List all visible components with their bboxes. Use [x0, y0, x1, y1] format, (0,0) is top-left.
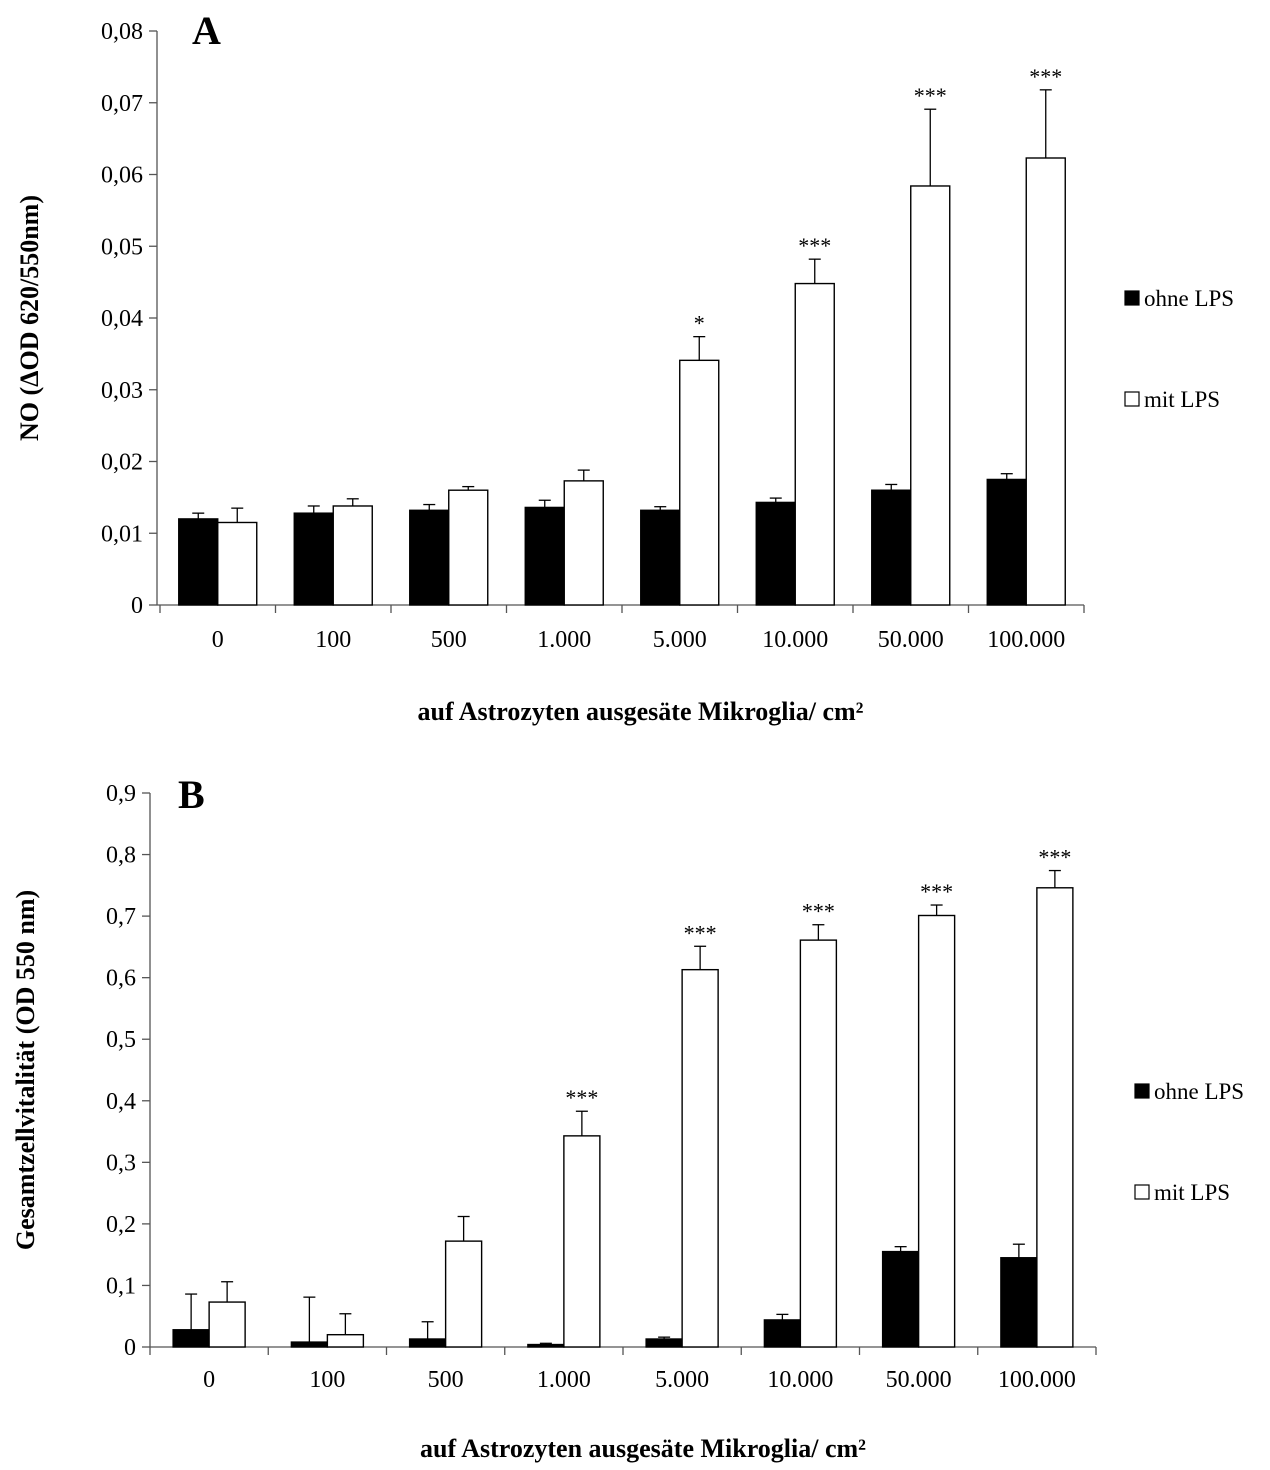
- x-tick-label: 500: [431, 627, 467, 653]
- legend-label-ohne-lps: ohne LPS: [1144, 286, 1234, 311]
- significance-marker: ***: [565, 1085, 598, 1110]
- bar-mit-lps: [679, 359, 720, 606]
- x-tick-label: 10.000: [767, 1367, 833, 1393]
- legend-swatch-ohne-lps: [1124, 290, 1140, 306]
- bar-mit-lps: [799, 939, 838, 1348]
- x-tick-label: 100: [309, 1367, 345, 1393]
- y-tick-label: 0,4: [106, 1089, 136, 1115]
- y-tick-label: 0,8: [106, 843, 136, 869]
- bar-ohne-lps: [763, 1319, 802, 1348]
- bar-ohne-lps: [527, 1343, 565, 1348]
- x-axis-title: auf Astrozyten ausgesäte Mikroglia/ cm²: [420, 1434, 866, 1463]
- bar-ohne-lps: [871, 489, 912, 606]
- x-tick-label: 0: [203, 1367, 215, 1393]
- chart-b-svg: 0 0,1 0,2 0,3 0,4 0,5 0,6 0,7 0,8 0,9 0 100 500 *** 1.…: [11, 772, 1244, 1463]
- bar-ohne-lps: [524, 506, 565, 606]
- significance-marker: ***: [684, 920, 717, 945]
- bar-ohne-lps: [178, 518, 219, 606]
- bar-mit-lps: [794, 282, 835, 606]
- bar-mit-lps: [326, 1333, 365, 1348]
- significance-marker: ***: [802, 899, 835, 924]
- y-tick-label: 0,08: [101, 19, 143, 45]
- y-tick-label: 0,3: [106, 1150, 136, 1176]
- y-tick-label: 0,6: [106, 966, 136, 992]
- significance-marker: *: [694, 311, 705, 336]
- y-tick-label: 0,03: [101, 378, 143, 404]
- bar-mit-lps: [910, 185, 951, 606]
- bar-ohne-lps: [293, 512, 334, 606]
- bar-mit-lps: [444, 1240, 483, 1348]
- y-tick-label: 0,9: [106, 781, 136, 807]
- y-tick-label: 0,02: [101, 450, 143, 476]
- panel-letter: A: [192, 8, 221, 53]
- x-tick-label: 50.000: [886, 1367, 952, 1393]
- legend-swatch-ohne-lps: [1134, 1083, 1150, 1099]
- bar-ohne-lps: [290, 1341, 329, 1348]
- x-tick-label: 500: [428, 1367, 464, 1393]
- x-tick-label: 100: [315, 627, 351, 653]
- chart-panel-b: 0 0,1 0,2 0,3 0,4 0,5 0,6 0,7 0,8 0,9 0 100 500 *** 1.…: [0, 735, 1270, 1470]
- bar-ohne-lps: [1000, 1257, 1038, 1348]
- bar-ohne-lps: [409, 509, 450, 606]
- bar-mit-lps: [1025, 157, 1066, 606]
- x-tick-label: 1.000: [537, 627, 591, 653]
- bar-ohne-lps: [645, 1338, 683, 1348]
- y-tick-label: 0,07: [101, 91, 143, 117]
- chart-a-svg: 0 0,01 0,02 0,03 0,04 0,05 0,06 0,07 0,08 0 100 500…: [15, 8, 1234, 726]
- bar-mit-lps: [563, 1135, 601, 1348]
- bar-mit-lps: [332, 505, 373, 606]
- bar-ohne-lps: [640, 509, 681, 606]
- y-tick-label: 0,2: [106, 1212, 136, 1238]
- y-axis-title: Gesamtzellvitalität (OD 550 nm): [11, 890, 40, 1250]
- bar-ohne-lps: [986, 478, 1027, 606]
- x-tick-label: 100.000: [987, 627, 1065, 653]
- bar-ohne-lps: [881, 1250, 920, 1348]
- y-tick-label: 0: [131, 593, 143, 619]
- bar-mit-lps: [448, 489, 489, 606]
- bar-mit-lps: [563, 480, 604, 606]
- legend-label-ohne-lps: ohne LPS: [1154, 1079, 1244, 1104]
- significance-marker: ***: [920, 879, 953, 904]
- y-tick-label: 0,7: [106, 904, 136, 930]
- x-tick-label: 5.000: [653, 627, 707, 653]
- significance-marker: ***: [914, 83, 947, 108]
- legend-swatch-mit-lps: [1124, 391, 1140, 407]
- y-tick-label: 0,01: [101, 521, 143, 547]
- significance-marker: ***: [798, 233, 831, 258]
- y-tick-label: 0: [124, 1335, 136, 1361]
- significance-marker: ***: [1038, 845, 1071, 870]
- legend-swatch-mit-lps: [1134, 1184, 1150, 1200]
- x-tick-label: 0: [212, 627, 224, 653]
- bar-mit-lps: [1036, 887, 1074, 1348]
- significance-marker: ***: [1029, 64, 1062, 89]
- y-tick-label: 0,05: [101, 234, 143, 260]
- y-tick-label: 0,04: [101, 306, 143, 332]
- legend-label-mit-lps: mit LPS: [1154, 1180, 1230, 1205]
- y-tick-label: 0,1: [106, 1273, 136, 1299]
- x-axis-title: auf Astrozyten ausgesäte Mikroglia/ cm²: [418, 697, 864, 726]
- bar-ohne-lps: [172, 1329, 210, 1348]
- y-tick-label: 0,06: [101, 163, 143, 189]
- bar-ohne-lps: [408, 1338, 447, 1348]
- x-tick-label: 100.000: [998, 1367, 1076, 1393]
- y-tick-label: 0,5: [106, 1027, 136, 1053]
- bar-mit-lps: [217, 521, 258, 606]
- legend-label-mit-lps: mit LPS: [1144, 387, 1220, 412]
- x-tick-label: 10.000: [762, 627, 828, 653]
- bar-mit-lps: [681, 968, 719, 1348]
- chart-panel-a: 0 0,01 0,02 0,03 0,04 0,05 0,06 0,07 0,08 0 100 500…: [15, 8, 1234, 726]
- panel-letter: B: [178, 772, 205, 817]
- bar-mit-lps: [208, 1301, 246, 1348]
- x-tick-label: 50.000: [878, 627, 944, 653]
- x-tick-label: 5.000: [655, 1367, 709, 1393]
- bar-mit-lps: [917, 914, 956, 1348]
- y-axis-title: NO (ΔOD 620/550nm): [15, 195, 44, 441]
- x-tick-label: 1.000: [537, 1367, 591, 1393]
- bar-ohne-lps: [755, 501, 796, 606]
